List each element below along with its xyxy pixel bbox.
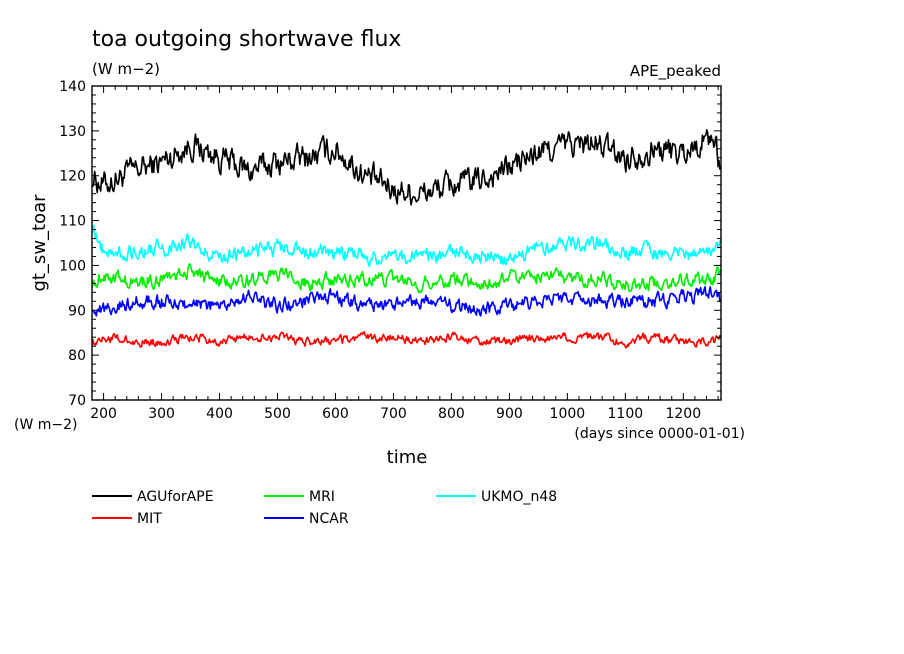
series-line-ncar <box>91 285 722 317</box>
x-ticks: 200 300 400 500 600 700 800 900 1000 1100 1200 <box>90 86 719 422</box>
y-tick-label: 100 <box>59 258 86 274</box>
chart-title: toa outgoing shortwave flux <box>92 27 401 52</box>
x-tick-label: 300 <box>148 406 175 422</box>
x-axis-label: time <box>387 447 428 468</box>
x-tick-label: 200 <box>90 406 117 422</box>
plot-frame <box>91 85 722 401</box>
legend-label: UKMO_n48 <box>481 489 557 505</box>
series-line-aguforape <box>91 129 722 206</box>
y-tick-label: 110 <box>59 214 86 230</box>
experiment-label: APE_peaked <box>630 62 721 81</box>
y-tick-label: 130 <box>59 124 86 140</box>
legend: AGUforAPE MIT MRI NCAR UKMO_n48 <box>92 489 557 527</box>
y-ticks: 70 80 90 100 110 120 130 140 <box>59 79 721 409</box>
chart-subtitle-units: (W m−2) <box>92 60 160 78</box>
x-tick-label: 1000 <box>550 406 586 422</box>
plot-lines <box>91 129 722 349</box>
x-tick-label: 600 <box>322 406 349 422</box>
y-tick-label: 120 <box>59 169 86 185</box>
y-axis-unit: (W m−2) <box>14 417 78 433</box>
x-tick-label: 500 <box>264 406 291 422</box>
series-line-ukmo_n48 <box>91 224 722 268</box>
y-tick-label: 140 <box>59 79 86 95</box>
x-tick-label: 900 <box>496 406 523 422</box>
x-tick-label: 700 <box>380 406 407 422</box>
y-tick-label: 70 <box>68 393 86 409</box>
x-tick-label: 1200 <box>665 406 701 422</box>
y-tick-label: 90 <box>68 303 86 319</box>
x-axis-unit: (days since 0000-01-01) <box>574 426 745 442</box>
legend-label: AGUforAPE <box>137 489 214 505</box>
legend-label: MRI <box>309 489 335 505</box>
series-line-mri <box>91 263 722 294</box>
x-tick-label: 1100 <box>608 406 644 422</box>
legend-label: NCAR <box>309 511 349 527</box>
x-tick-label: 800 <box>438 406 465 422</box>
y-tick-label: 80 <box>68 348 86 364</box>
legend-label: MIT <box>137 511 162 527</box>
x-tick-label: 400 <box>206 406 233 422</box>
y-axis-label: gt_sw_toar <box>29 194 50 292</box>
series-line-mit <box>91 331 721 349</box>
